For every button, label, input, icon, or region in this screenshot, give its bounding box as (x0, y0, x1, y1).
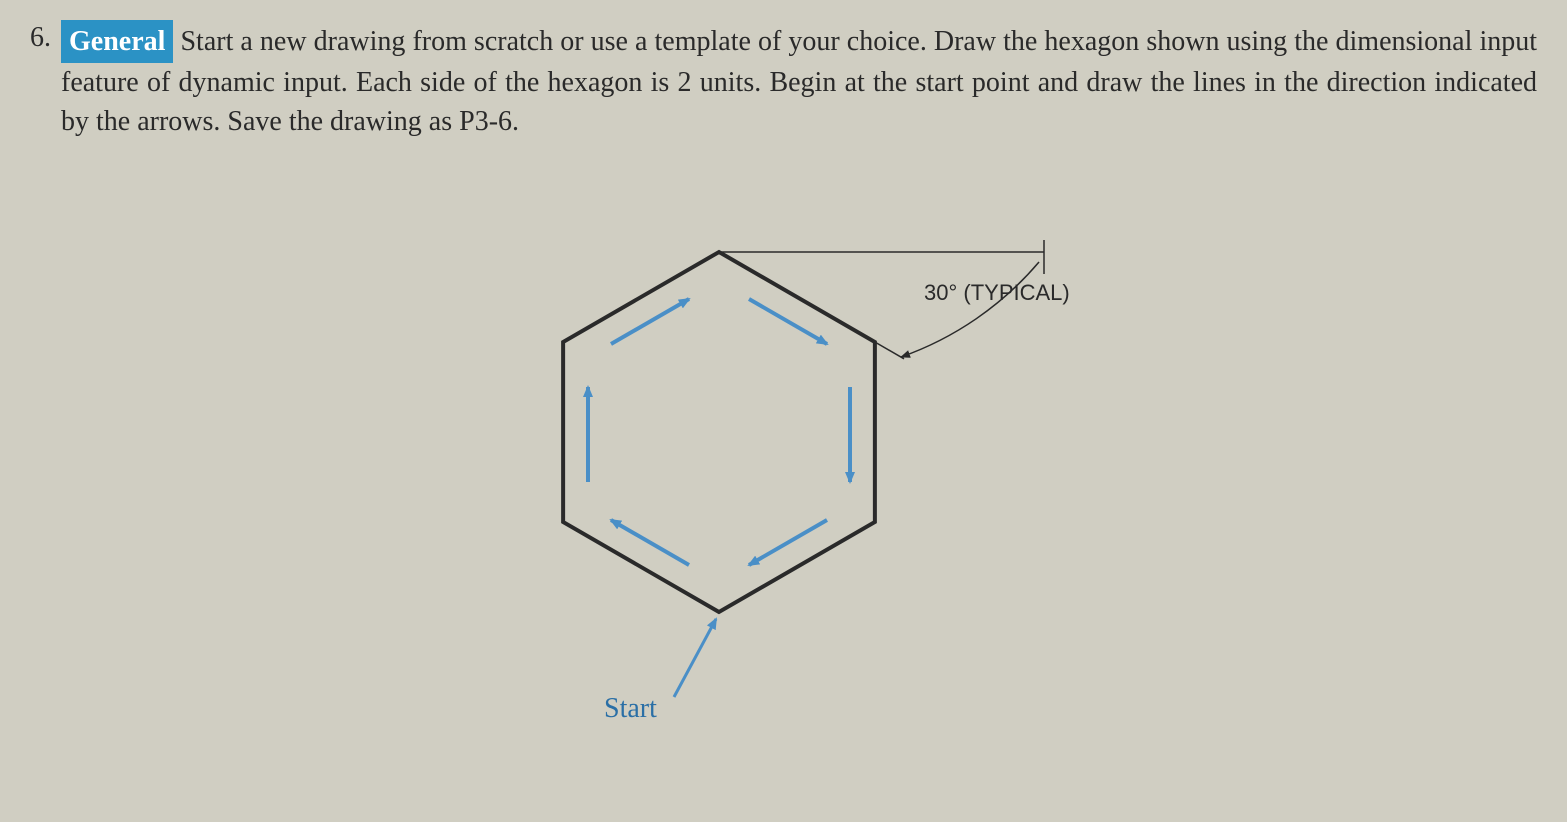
angle-diagonal-extension (875, 342, 904, 359)
problem-filename: P3-6 (459, 106, 512, 137)
problem-number: 6. (30, 20, 51, 54)
problem-container: 6. General Start a new drawing from scra… (30, 20, 1537, 732)
problem-content: General Start a new drawing from scratch… (61, 20, 1537, 732)
problem-body-before: Start a new drawing from scratch or use … (61, 26, 1537, 137)
diagram-area: 30° (TYPICAL) Start (61, 172, 1537, 732)
problem-text: General Start a new drawing from scratch… (61, 20, 1537, 142)
general-badge: General (61, 20, 173, 63)
problem-body-after: . (512, 106, 519, 137)
start-leader-line (674, 619, 716, 697)
angle-arc (901, 262, 1039, 357)
hexagon-diagram: 30° (TYPICAL) Start (449, 172, 1149, 732)
angle-label: 30° (TYPICAL) (924, 280, 1070, 305)
hexagon-shape (563, 252, 875, 612)
start-label: Start (604, 693, 657, 724)
